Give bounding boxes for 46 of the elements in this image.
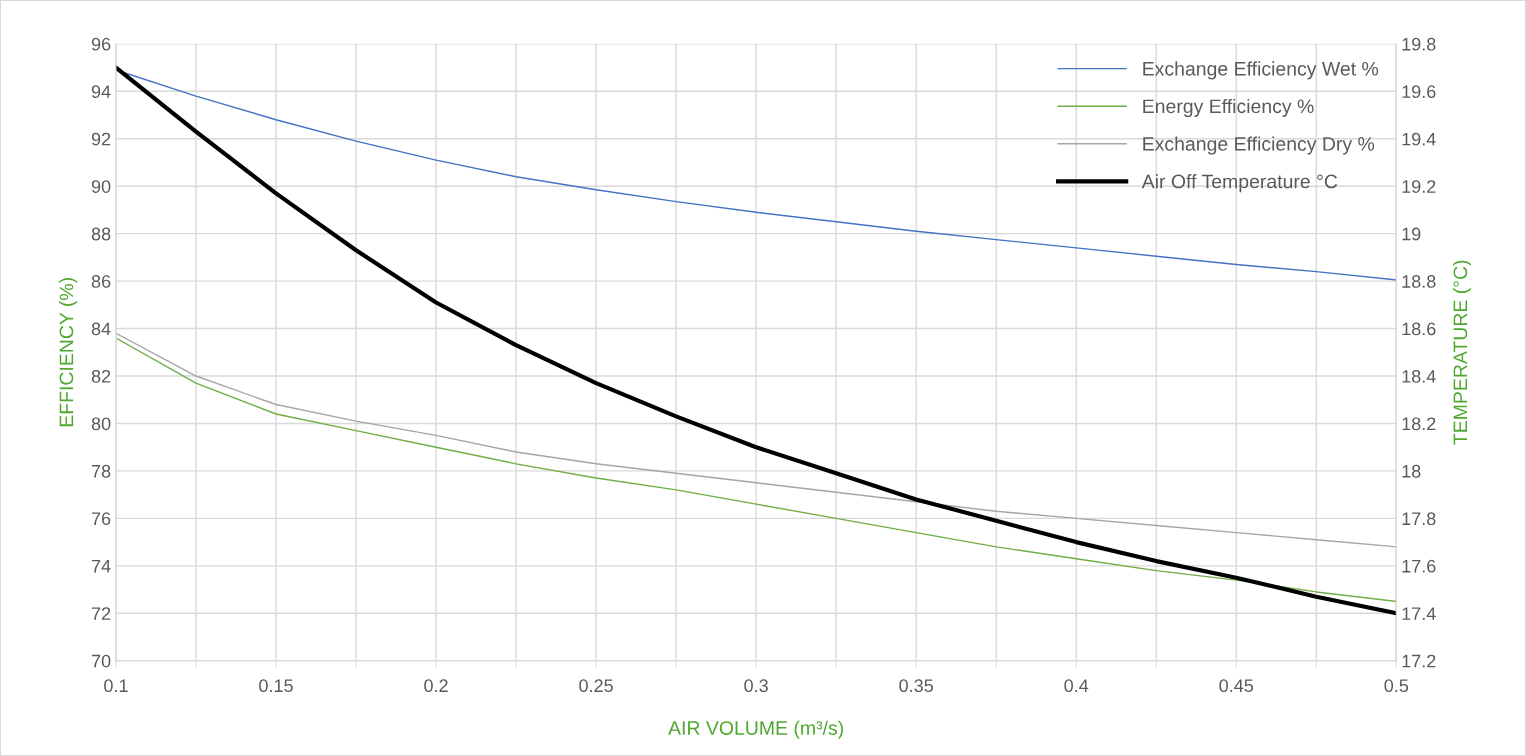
x-axis-title: AIR VOLUME (m³/s)	[668, 720, 843, 739]
y-tick-label: 94	[91, 85, 111, 99]
legend-label: Air Off Temperature °C	[1141, 174, 1338, 193]
y2-tick-label: 18	[1402, 464, 1421, 478]
y-tick-label: 90	[91, 180, 111, 193]
y2-tick-label: 18.8	[1402, 275, 1436, 288]
line-series	[115, 332, 1397, 548]
line-series	[115, 337, 1397, 603]
y-tick-label: 70	[91, 654, 111, 668]
y-tick-label: 82	[91, 369, 111, 383]
y2-tick-label: 17.2	[1402, 654, 1436, 668]
y-axis-title: EFFICIENCY (%)	[59, 278, 78, 427]
legend-label: Energy Efficiency %	[1143, 98, 1314, 118]
y-tick-label: 78	[91, 464, 111, 478]
y2-tick-label: 19.8	[1402, 37, 1436, 51]
y2-tick-label: 18.2	[1402, 417, 1436, 431]
x-tick-label: 0.35	[899, 679, 933, 693]
x-tick-label: 0.45	[1219, 679, 1254, 693]
y-tick-label: 92	[91, 132, 111, 146]
x-tick-label: 0.15	[259, 679, 293, 693]
y2-tick-label: 19	[1402, 227, 1421, 241]
y-tick-label: 88	[91, 227, 111, 241]
y2-tick-label: 18.6	[1402, 322, 1436, 336]
y2-tick-label: 19.6	[1402, 85, 1436, 99]
y2-tick-label: 19.2	[1402, 180, 1436, 193]
legend-label: Exchange Efficiency Wet %	[1143, 61, 1379, 80]
x-tick-label: 0.5	[1384, 679, 1409, 693]
y2-tick-label: 17.6	[1402, 559, 1436, 573]
y2-tick-label: 17.8	[1402, 512, 1436, 526]
y-tick-label: 84	[91, 322, 111, 336]
y2-axis-title: TEMPERATURE (°C)	[1452, 260, 1472, 445]
x-tick-label: 0.2	[424, 679, 448, 693]
x-tick-label: 0.3	[744, 679, 768, 693]
y-tick-label: 74	[91, 559, 111, 573]
y-tick-label: 72	[91, 607, 111, 620]
y2-tick-label: 17.4	[1402, 607, 1436, 620]
y-tick-label: 80	[91, 417, 111, 431]
y-tick-label: 96	[91, 37, 111, 51]
y2-tick-label: 19.4	[1402, 132, 1436, 146]
x-tick-label: 0.25	[579, 679, 613, 693]
x-tick-label: 0.4	[1064, 679, 1089, 693]
x-tick-label: 0.1	[104, 679, 128, 693]
legend-label: Exchange Efficiency Dry %	[1143, 136, 1375, 155]
y2-tick-label: 18.4	[1402, 369, 1436, 383]
y-tick-label: 76	[91, 512, 111, 526]
y-tick-label: 86	[91, 275, 111, 288]
